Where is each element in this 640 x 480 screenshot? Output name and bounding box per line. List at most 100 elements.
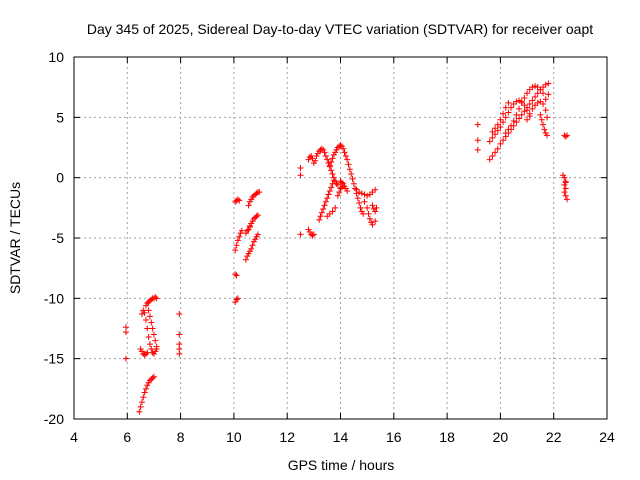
axis-ticks: 4 6 8 10 12 14 16 18 20 22 24 -20 -15 -10 -5 0 5 10	[44, 49, 615, 445]
data-point	[526, 110, 533, 117]
data-point	[328, 167, 335, 174]
data-point	[344, 156, 351, 163]
data-point	[306, 154, 313, 161]
data-point	[236, 233, 243, 240]
data-point	[494, 145, 501, 152]
data-point	[338, 184, 345, 191]
data-point	[372, 186, 379, 193]
data-point	[534, 90, 541, 97]
data-point	[352, 185, 359, 192]
data-point	[254, 212, 261, 219]
data-point	[142, 385, 149, 392]
y-tick-label: 5	[56, 109, 64, 125]
data-point	[513, 119, 520, 126]
x-tick-label: 14	[333, 429, 349, 445]
data-point	[360, 210, 367, 217]
data-point	[366, 215, 373, 222]
data-point	[325, 191, 332, 198]
data-point	[234, 295, 241, 302]
data-point	[510, 117, 517, 124]
data-point	[474, 146, 481, 153]
data-point	[364, 192, 371, 199]
data-point	[538, 116, 545, 123]
data-point	[153, 343, 160, 350]
data-point	[372, 208, 379, 215]
data-point	[492, 149, 499, 156]
y-tick-label: 0	[56, 170, 64, 186]
data-point	[324, 213, 331, 220]
data-point	[542, 107, 549, 114]
data-point	[141, 309, 148, 316]
data-point	[330, 177, 337, 184]
data-point	[350, 180, 357, 187]
data-point	[502, 130, 509, 137]
data-point	[361, 191, 368, 198]
data-points	[122, 80, 571, 415]
data-point	[256, 189, 263, 196]
data-point	[336, 189, 343, 196]
data-point	[564, 196, 571, 203]
y-tick-label: -10	[44, 290, 64, 306]
data-point	[505, 99, 512, 106]
data-point	[474, 121, 481, 128]
data-point	[233, 242, 240, 249]
data-point	[486, 156, 493, 163]
data-point	[326, 187, 333, 194]
data-point	[524, 107, 531, 114]
data-point	[534, 99, 541, 106]
data-point	[540, 90, 547, 97]
data-point	[232, 271, 239, 278]
data-point	[357, 204, 364, 211]
data-point	[328, 184, 335, 191]
data-point	[297, 165, 304, 172]
data-point	[236, 197, 243, 204]
data-point	[122, 355, 129, 362]
data-point	[242, 256, 249, 263]
data-point	[474, 137, 481, 144]
x-tick-label: 10	[226, 429, 242, 445]
data-point	[144, 325, 151, 332]
data-point	[317, 213, 324, 220]
data-point	[234, 196, 241, 203]
data-point	[297, 231, 304, 238]
data-point	[516, 105, 523, 112]
data-point	[356, 200, 363, 207]
data-point	[502, 114, 509, 121]
data-point	[152, 337, 159, 344]
data-point	[542, 81, 549, 88]
data-point	[148, 346, 155, 353]
data-point	[318, 209, 325, 216]
x-tick-label: 20	[493, 429, 509, 445]
data-point	[354, 195, 361, 202]
x-tick-label: 16	[386, 429, 402, 445]
x-tick-label: 4	[70, 429, 78, 445]
data-point	[329, 171, 336, 178]
data-point	[344, 187, 351, 194]
data-point	[176, 311, 183, 318]
x-axis-label: GPS time / hours	[288, 457, 395, 473]
data-point	[361, 198, 368, 205]
data-point	[537, 86, 544, 93]
data-point	[505, 126, 512, 133]
data-point	[136, 408, 143, 415]
data-point	[334, 192, 341, 199]
data-point	[562, 179, 569, 186]
data-point	[545, 80, 552, 87]
y-tick-label: 10	[48, 49, 64, 65]
y-tick-label: -15	[44, 351, 64, 367]
x-tick-label: 12	[279, 429, 295, 445]
data-point	[516, 115, 523, 122]
data-point	[540, 121, 547, 128]
data-point	[233, 272, 240, 279]
data-point	[122, 329, 129, 336]
data-point	[345, 161, 352, 168]
data-point	[541, 126, 548, 133]
data-point	[234, 237, 241, 244]
data-point	[145, 307, 152, 314]
data-point	[238, 227, 245, 234]
data-point	[146, 341, 153, 348]
data-point	[312, 157, 319, 164]
data-point	[524, 90, 531, 97]
data-point	[369, 221, 376, 228]
data-point	[500, 137, 507, 144]
